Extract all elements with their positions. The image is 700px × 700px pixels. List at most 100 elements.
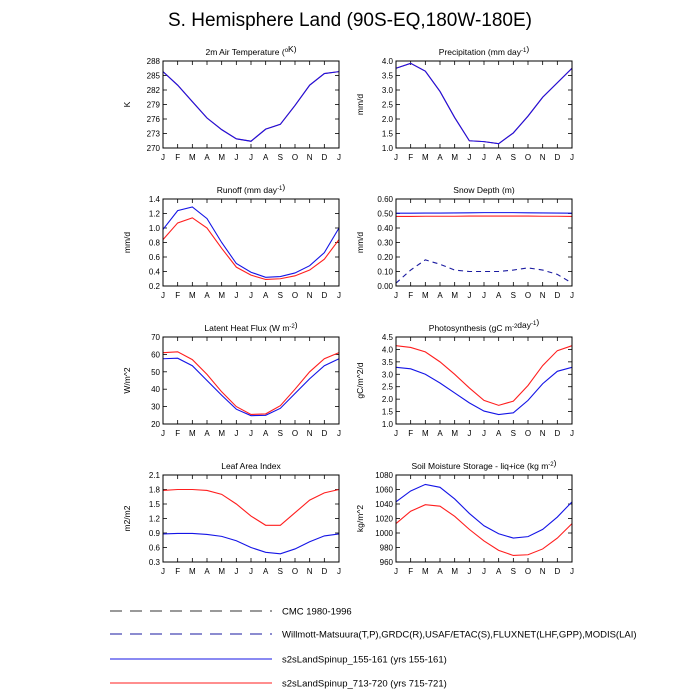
series-line-2 (162, 488, 340, 526)
chart-title: Snow Depth (m) (453, 185, 515, 195)
x-tick-label: J (467, 429, 471, 438)
plot-frame (395, 474, 573, 563)
series-line-1 (395, 366, 573, 416)
x-tick-label: J (482, 291, 486, 300)
x-tick-label: J (570, 291, 574, 300)
series-line-2 (395, 62, 573, 145)
x-tick-label: F (408, 429, 413, 438)
series-line-1 (162, 206, 340, 278)
x-tick-label: D (554, 291, 560, 300)
x-tick-label: O (525, 153, 531, 162)
y-tick-label: 30 (151, 403, 160, 412)
x-tick-label: M (189, 291, 196, 300)
x-tick-label: S (278, 429, 283, 438)
y-tick-label: 0.8 (149, 239, 161, 248)
x-tick-label: N (540, 291, 546, 300)
x-tick-label: J (467, 567, 471, 576)
chart-panel-7: Leaf Area Index m2/m2 0.3 0.6 0.9 1.2 1.5 1.8 2.… (122, 461, 341, 576)
plot-frame (162, 336, 340, 425)
y-tick-label: 1080 (375, 471, 393, 480)
y-tick-label: 3.5 (382, 72, 394, 81)
series-line-1 (162, 357, 340, 417)
x-tick-label: J (234, 429, 238, 438)
x-tick-label: S (278, 567, 283, 576)
y-axis-label: kg/m^2 (355, 505, 365, 532)
x-tick-label: J (394, 291, 398, 300)
chart-panel-8: Soil Moisture Storage - liq+ice (kg m-2)… (355, 458, 574, 576)
y-tick-label: 0.4 (149, 268, 161, 277)
x-tick-label: J (337, 567, 341, 576)
y-tick-label: 3.5 (382, 358, 394, 367)
y-tick-label: 288 (147, 57, 161, 66)
y-tick-label: 1.0 (382, 144, 394, 153)
x-tick-label: J (394, 429, 398, 438)
x-tick-label: J (249, 429, 253, 438)
x-tick-label: J (394, 153, 398, 162)
y-tick-label: 1040 (375, 500, 393, 509)
x-tick-label: S (278, 291, 283, 300)
x-tick-label: M (451, 291, 458, 300)
x-tick-label: A (263, 153, 269, 162)
series-line-2 (162, 351, 340, 415)
y-tick-label: 0.6 (149, 544, 161, 553)
y-axis-label: mm/d (355, 232, 365, 254)
x-tick-label: A (204, 429, 210, 438)
legend-label-2: Willmott-Matsuura(T,P),GRDC(R),USAF/ETAC… (282, 630, 637, 641)
y-tick-label: 285 (147, 72, 161, 81)
x-tick-label: M (189, 567, 196, 576)
x-tick-label: A (204, 153, 210, 162)
series-line-2 (162, 217, 340, 281)
plot-frame (162, 474, 340, 563)
x-tick-label: J (234, 567, 238, 576)
x-tick-label: N (540, 153, 546, 162)
x-tick-label: J (337, 291, 341, 300)
legend-label-1: CMC 1980-1996 (282, 607, 352, 618)
x-tick-label: J (482, 429, 486, 438)
y-tick-label: 3.0 (382, 370, 394, 379)
series-line-1 (162, 71, 340, 142)
y-tick-label: 960 (380, 558, 394, 567)
y-tick-label: 1020 (375, 515, 393, 524)
x-tick-label: J (161, 567, 165, 576)
x-tick-label: M (451, 153, 458, 162)
chart-title: Latent Heat Flux (W m-2) (204, 320, 297, 333)
y-tick-label: 1.4 (149, 195, 161, 204)
x-tick-label: F (175, 291, 180, 300)
chart-title: Leaf Area Index (221, 461, 281, 471)
x-tick-label: D (321, 153, 327, 162)
x-tick-label: M (189, 153, 196, 162)
x-tick-label: J (394, 567, 398, 576)
x-tick-label: J (467, 153, 471, 162)
legend-label-4: s2sLandSpinup_713-720 (yrs 715-721) (282, 679, 447, 690)
x-tick-label: M (218, 291, 225, 300)
x-tick-label: A (204, 567, 210, 576)
x-tick-label: J (482, 567, 486, 576)
y-tick-label: 0.60 (377, 195, 393, 204)
chart-panel-3: Runoff (mm day-1) mm/d 0.2 0.4 0.6 0.8 1.0 1.2 1… (122, 182, 341, 300)
x-tick-label: F (408, 291, 413, 300)
y-tick-label: 1.2 (149, 210, 161, 219)
x-tick-label: M (218, 153, 225, 162)
y-tick-label: 1000 (375, 529, 393, 538)
x-tick-label: A (437, 567, 443, 576)
x-tick-label: A (496, 429, 502, 438)
y-tick-label: 1.0 (382, 420, 394, 429)
y-tick-label: 270 (147, 144, 161, 153)
x-tick-label: J (337, 153, 341, 162)
plot-frame (395, 60, 573, 149)
x-tick-label: J (482, 153, 486, 162)
y-tick-label: 282 (147, 86, 161, 95)
x-tick-label: O (292, 291, 298, 300)
plot-frame (162, 198, 340, 287)
x-tick-label: J (249, 153, 253, 162)
series-line-2 (395, 504, 573, 557)
x-tick-label: S (278, 153, 283, 162)
series-line-2 (396, 212, 573, 214)
chart-title: Runoff (mm day-1) (217, 182, 286, 195)
x-tick-label: A (496, 291, 502, 300)
x-tick-label: J (249, 291, 253, 300)
x-tick-label: O (525, 291, 531, 300)
y-tick-label: 2.5 (382, 383, 394, 392)
y-tick-label: 2.5 (382, 101, 394, 110)
y-tick-label: 273 (147, 130, 161, 139)
